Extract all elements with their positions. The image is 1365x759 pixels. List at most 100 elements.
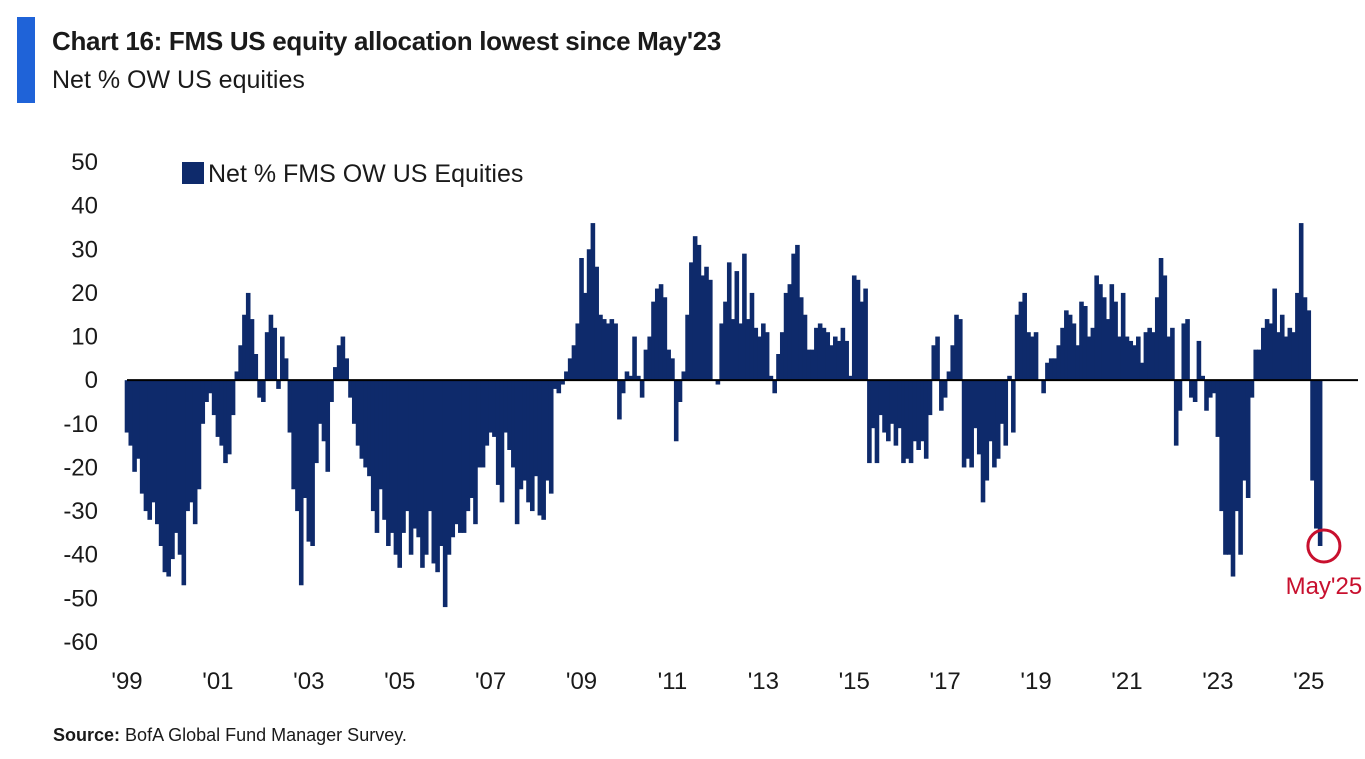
- bar: [708, 279, 713, 381]
- y-axis: 50 40 30 20 10 0 -10 -20 -30 -40 -50 -60: [63, 149, 98, 656]
- bar: [715, 380, 721, 385]
- bar: [583, 292, 588, 381]
- bar: [310, 380, 315, 546]
- bar: [1215, 380, 1221, 437]
- bar: [904, 380, 910, 459]
- bar: [469, 380, 474, 498]
- bar: [548, 380, 554, 494]
- bar: [1166, 336, 1171, 381]
- bar: [870, 380, 876, 429]
- bar: [408, 380, 414, 555]
- bar: [370, 380, 376, 512]
- bar: [480, 380, 486, 468]
- bar: [359, 380, 365, 459]
- bar: [886, 380, 891, 442]
- bar: [636, 375, 641, 381]
- bar: [473, 380, 478, 525]
- bar: [651, 301, 656, 381]
- bar: [1139, 362, 1145, 381]
- bar: [787, 284, 793, 381]
- bar: [541, 380, 546, 520]
- bar: [1075, 345, 1081, 381]
- bar: [158, 380, 164, 546]
- bar: [1113, 301, 1118, 381]
- bar: [613, 323, 618, 381]
- x-tick-label: '99: [111, 668, 142, 695]
- bar: [333, 367, 338, 381]
- bar: [245, 292, 251, 381]
- bar: [450, 380, 456, 538]
- bar: [738, 323, 743, 381]
- bar: [730, 319, 736, 381]
- bar: [1158, 258, 1164, 381]
- bar: [605, 323, 611, 381]
- bar: [192, 380, 198, 525]
- bar: [768, 375, 774, 381]
- bar: [821, 327, 827, 381]
- x-tick-label: '25: [1293, 668, 1324, 695]
- bar: [704, 266, 709, 381]
- bar: [901, 380, 906, 464]
- bar-series: [124, 223, 1323, 608]
- bar: [139, 380, 145, 494]
- bar: [1181, 323, 1187, 381]
- bar: [302, 380, 308, 498]
- bar: [590, 223, 596, 381]
- bar: [1291, 332, 1296, 381]
- x-tick-label: '07: [475, 668, 506, 695]
- bar: [529, 380, 535, 512]
- source-text: BofA Global Fund Manager Survey.: [125, 725, 407, 745]
- bar: [552, 380, 558, 389]
- bar: [1261, 327, 1266, 381]
- bar: [889, 380, 895, 424]
- bar: [355, 380, 361, 446]
- bar: [298, 380, 304, 586]
- bar: [1029, 336, 1035, 381]
- bar: [1117, 336, 1122, 381]
- bar: [420, 380, 425, 568]
- x-tick-label: '19: [1020, 668, 1051, 695]
- bar: [200, 380, 206, 424]
- bar: [927, 380, 933, 416]
- bar: [1253, 349, 1259, 381]
- bar: [257, 380, 262, 398]
- bar: [1310, 380, 1315, 481]
- bar: [166, 380, 171, 577]
- bar: [283, 358, 289, 381]
- bar: [147, 380, 153, 520]
- bar: [177, 380, 183, 555]
- bar: [1287, 327, 1293, 381]
- bar: [920, 380, 925, 442]
- x-tick-label: '13: [748, 668, 779, 695]
- bar: [586, 249, 592, 381]
- y-tick-label: 40: [71, 193, 98, 220]
- bar: [1011, 380, 1016, 433]
- bar: [798, 297, 804, 381]
- bar: [382, 380, 387, 520]
- bar: [624, 371, 630, 381]
- bar: [779, 332, 785, 381]
- bar: [1033, 332, 1039, 381]
- bar: [344, 358, 349, 381]
- bar: [1018, 301, 1024, 381]
- bar: [132, 380, 137, 472]
- bar: [912, 380, 918, 442]
- bar: [1090, 327, 1096, 381]
- bar: [215, 380, 221, 437]
- bar: [1226, 380, 1232, 555]
- source-label: Source:: [53, 725, 121, 745]
- y-tick-label: 10: [71, 324, 98, 351]
- bar: [386, 380, 391, 546]
- bar: [1298, 223, 1304, 381]
- bar: [677, 380, 683, 402]
- bar: [761, 323, 766, 381]
- bar: [522, 380, 527, 481]
- annotation-circle: [1306, 528, 1342, 564]
- bar: [897, 380, 902, 429]
- bar: [719, 323, 724, 381]
- x-tick-label: '01: [202, 668, 233, 695]
- bar: [397, 380, 403, 568]
- bar: [742, 253, 747, 381]
- bar: [211, 380, 217, 416]
